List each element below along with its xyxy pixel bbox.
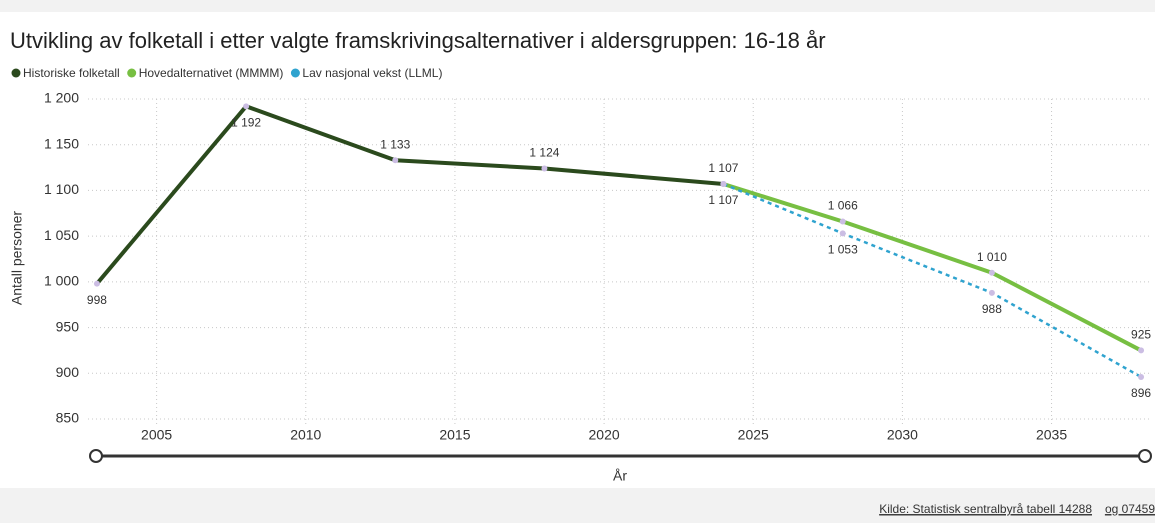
legend-marker [127, 68, 137, 78]
data-label: 1 066 [828, 199, 858, 213]
legend-label: Lav nasjonal vekst (LLML) [302, 66, 442, 80]
data-label: 1 053 [828, 243, 858, 257]
data-point [1138, 373, 1145, 380]
legend-label: Historiske folketall [23, 66, 120, 80]
x-tick-label: 2015 [439, 427, 470, 443]
y-tick-label: 1 000 [44, 273, 79, 289]
data-point [720, 181, 727, 188]
x-tick-label: 2030 [887, 427, 918, 443]
range-slider-handle[interactable] [1138, 449, 1152, 463]
legend-marker [290, 68, 300, 78]
y-tick-label: 1 200 [44, 90, 79, 106]
data-label: 988 [982, 302, 1002, 316]
source-link[interactable]: Kilde: Statistisk sentralbyrå tabell 142… [879, 502, 1092, 516]
x-tick-label: 2025 [738, 427, 769, 443]
y-axis-label: Antall personer [9, 211, 25, 306]
series-line [722, 182, 1142, 353]
series-line [722, 182, 1142, 379]
data-point [243, 103, 250, 110]
data-label: 1 133 [380, 137, 410, 151]
data-point [1138, 347, 1145, 354]
top-band [0, 0, 1155, 12]
x-tick-label: 2005 [141, 427, 172, 443]
source-link-text[interactable]: og 07459 [1105, 502, 1155, 516]
data-point [541, 165, 548, 172]
data-label: 925 [1131, 328, 1151, 342]
data-point [839, 230, 846, 237]
source-link[interactable]: og 07459 [1105, 502, 1155, 516]
y-tick-label: 850 [56, 410, 80, 426]
data-label: 1 107 [708, 161, 738, 175]
source-link-text[interactable]: Kilde: Statistisk sentralbyrå tabell 142… [879, 502, 1092, 516]
legend-marker [11, 68, 21, 78]
chart-title: Utvikling av folketall i etter valgte fr… [10, 28, 826, 53]
data-point [93, 280, 100, 287]
y-tick-label: 1 100 [44, 181, 79, 197]
data-label: 998 [87, 293, 107, 307]
y-tick-label: 1 150 [44, 135, 79, 151]
data-label: 1 192 [231, 115, 261, 129]
y-tick-label: 1 050 [44, 227, 79, 243]
range-slider-handle[interactable] [89, 449, 103, 463]
x-axis-label: År [613, 468, 627, 484]
legend-label: Hovedalternativet (MMMM) [139, 66, 284, 80]
x-tick-label: 2035 [1036, 427, 1067, 443]
y-tick-label: 950 [56, 318, 80, 334]
data-point [988, 289, 995, 296]
series-line [95, 104, 724, 285]
data-point [839, 218, 846, 225]
data-label: 896 [1131, 386, 1151, 400]
data-point [392, 157, 399, 164]
x-tick-label: 2020 [589, 427, 620, 443]
footer-band [0, 488, 1155, 523]
y-tick-label: 900 [56, 364, 80, 380]
data-label: 1 010 [977, 250, 1007, 264]
data-label: 1 124 [529, 146, 559, 160]
data-label: 1 107 [708, 193, 738, 207]
data-point [988, 269, 995, 276]
x-tick-label: 2010 [290, 427, 321, 443]
